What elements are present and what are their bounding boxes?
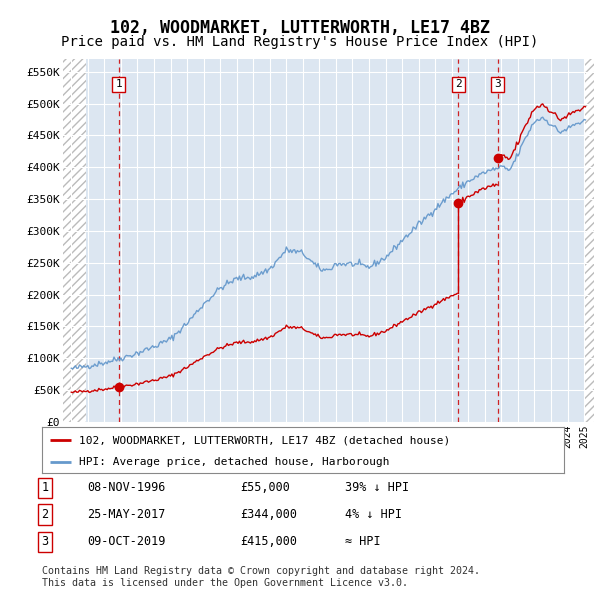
Text: 102, WOODMARKET, LUTTERWORTH, LE17 4BZ (detached house): 102, WOODMARKET, LUTTERWORTH, LE17 4BZ (… (79, 435, 450, 445)
Text: 1: 1 (115, 80, 122, 90)
Text: 3: 3 (41, 535, 49, 548)
Text: HPI: Average price, detached house, Harborough: HPI: Average price, detached house, Harb… (79, 457, 389, 467)
Bar (63, 59, 86, 422)
Text: £415,000: £415,000 (240, 535, 297, 548)
Text: ≈ HPI: ≈ HPI (345, 535, 380, 548)
Text: Price paid vs. HM Land Registry's House Price Index (HPI): Price paid vs. HM Land Registry's House … (61, 35, 539, 50)
Text: 1: 1 (41, 481, 49, 494)
Text: 25-MAY-2017: 25-MAY-2017 (87, 508, 166, 521)
Text: 39% ↓ HPI: 39% ↓ HPI (345, 481, 409, 494)
Text: £55,000: £55,000 (240, 481, 290, 494)
Text: 102, WOODMARKET, LUTTERWORTH, LE17 4BZ: 102, WOODMARKET, LUTTERWORTH, LE17 4BZ (110, 19, 490, 37)
Text: 2: 2 (455, 80, 462, 90)
Text: 2: 2 (41, 508, 49, 521)
Text: 3: 3 (494, 80, 501, 90)
Text: 09-OCT-2019: 09-OCT-2019 (87, 535, 166, 548)
Text: Contains HM Land Registry data © Crown copyright and database right 2024.
This d: Contains HM Land Registry data © Crown c… (42, 566, 480, 588)
Text: 4% ↓ HPI: 4% ↓ HPI (345, 508, 402, 521)
Bar (586, 59, 594, 422)
Text: £344,000: £344,000 (240, 508, 297, 521)
Text: 08-NOV-1996: 08-NOV-1996 (87, 481, 166, 494)
